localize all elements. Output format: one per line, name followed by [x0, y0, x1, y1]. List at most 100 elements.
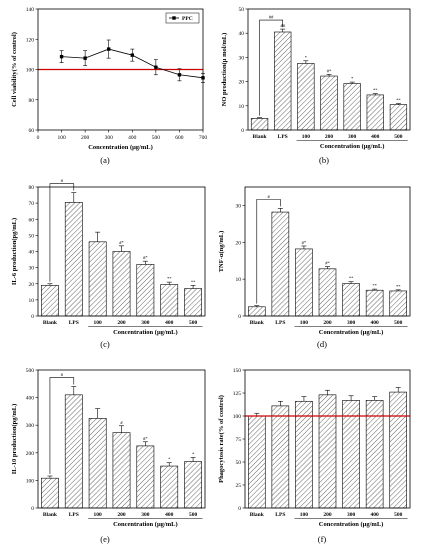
plot-frame	[37, 186, 206, 317]
bar	[248, 306, 266, 317]
bar	[366, 94, 384, 131]
bar	[295, 248, 313, 317]
y-tick-label: 75	[236, 437, 242, 443]
comparison-bracket	[256, 199, 281, 304]
category-label: 500	[394, 512, 403, 518]
significance-mark: #*	[143, 255, 148, 260]
data-point	[130, 53, 134, 57]
category-label: LPS	[275, 512, 285, 518]
significance-mark: **	[349, 276, 354, 281]
category-label: 400	[165, 320, 174, 326]
chart-panel-1: 60 80 100 120 140 Cell viability(% of control…	[11, 7, 207, 165]
significance-mark: #*	[143, 436, 148, 441]
y-axis-title: NO production(μ mol/mL)	[221, 33, 228, 107]
category-label: Blank	[250, 512, 265, 518]
category-label: LPS	[275, 320, 285, 326]
category-label: 500	[189, 512, 198, 518]
significance-mark: **	[396, 284, 401, 289]
category-label: LPS	[278, 134, 288, 140]
panel-label: (a)	[100, 155, 110, 165]
y-tick-label: 50	[236, 460, 242, 466]
data-point	[177, 73, 182, 77]
category-label: 200	[323, 320, 332, 326]
category-label: 300	[348, 134, 357, 140]
y-tick-label: 400	[26, 396, 35, 402]
category-label: 400	[371, 134, 380, 140]
bar	[318, 394, 337, 509]
y-tick-label: 200	[26, 451, 35, 457]
category-label: Blank	[43, 320, 58, 326]
y-tick-label: 50	[29, 233, 35, 239]
significance-mark: #*	[119, 240, 124, 245]
x-axis-title: Concentration (μg/mL)	[88, 144, 153, 151]
bar	[41, 285, 59, 317]
y-tick-label: 100	[26, 68, 35, 74]
y-tick-label: 20	[236, 240, 242, 246]
bar	[88, 417, 107, 509]
bracket-label: #	[61, 372, 64, 377]
bar	[88, 241, 107, 317]
panel-label: (e)	[100, 534, 110, 544]
y-tick-label: 20	[29, 282, 35, 288]
category-label: 400	[371, 512, 380, 518]
bar	[271, 211, 290, 317]
category-label: Blank	[253, 134, 268, 140]
y-tick-label: 10	[236, 277, 242, 283]
x-tick-label: 0	[37, 135, 40, 141]
bar	[184, 288, 202, 317]
bar	[160, 284, 179, 317]
data-point	[107, 47, 111, 51]
y-tick-label: 100	[233, 414, 242, 420]
legend-marker	[172, 16, 176, 20]
bar	[248, 415, 266, 509]
significance-mark: *	[192, 451, 195, 456]
x-axis-title: Concentration (μg/mL)	[319, 521, 384, 528]
x-axis-title: Concentration (μg/mL)	[320, 143, 385, 150]
data-point	[59, 54, 64, 59]
significance-mark: **	[191, 279, 196, 284]
x-tick-label: 300	[105, 135, 114, 141]
x-tick-label: 600	[175, 135, 184, 141]
y-tick-label: 25	[236, 483, 242, 489]
category-label: 400	[371, 320, 380, 326]
chart-panel-3: 0 10 20 30 40 50 60 70 80 IL-6 production(pg/mL) B…	[11, 178, 206, 349]
y-axis-title: TNF-α(ng/mL)	[218, 231, 225, 273]
significance-mark: *	[305, 55, 308, 60]
plot-frame	[244, 369, 411, 509]
y-tick-label: 300	[26, 423, 35, 429]
y-tick-label: 60	[29, 217, 35, 223]
bar	[112, 432, 131, 509]
bar	[342, 283, 360, 317]
data-point	[83, 56, 87, 60]
y-tick-label: 10	[239, 104, 245, 110]
significance-mark: ##	[280, 23, 285, 28]
y-tick-label: 50	[239, 7, 245, 13]
category-label: Blank	[250, 320, 265, 326]
y-tick-label: 70	[29, 201, 35, 207]
y-tick-label: 80	[29, 185, 35, 191]
significance-mark: **	[372, 283, 377, 288]
bar	[112, 251, 131, 317]
comparison-bracket	[49, 377, 75, 474]
significance-mark: **	[167, 276, 172, 281]
category-label: LPS	[69, 320, 79, 326]
category-label: 100	[94, 512, 103, 518]
y-tick-label: 0	[31, 506, 34, 512]
chart-panel-5: 0 100 200 300 400 500 IL-10 production(pg/mL) B…	[11, 368, 206, 544]
bar	[184, 461, 202, 509]
x-axis-title: Concentration (μg/mL)	[319, 329, 384, 336]
x-tick-label: 500	[152, 135, 161, 141]
y-tick-label: 100	[26, 478, 35, 484]
bar	[64, 202, 83, 317]
plot-frame	[37, 369, 206, 509]
panel-label: (f)	[318, 534, 327, 544]
y-axis-title: Cell viability(% of control)	[11, 32, 18, 107]
bar	[343, 83, 361, 131]
category-label: 200	[323, 512, 332, 518]
legend-label: PPC	[182, 16, 193, 22]
plot-frame	[244, 186, 411, 317]
x-axis-title: Concentration (μg/mL)	[113, 329, 178, 336]
comparison-bracket	[259, 19, 284, 116]
y-tick-label: 30	[236, 203, 242, 209]
